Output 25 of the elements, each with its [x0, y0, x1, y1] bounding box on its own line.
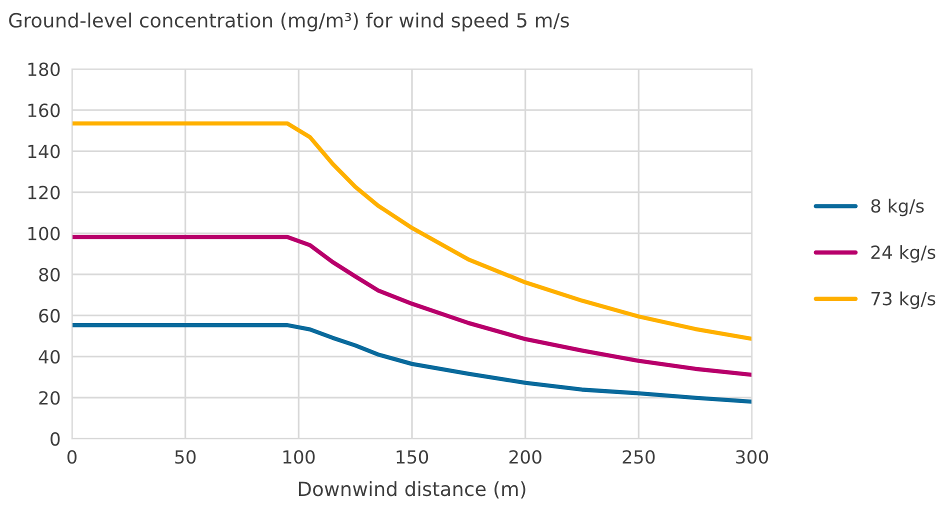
x-tick-label: 250 — [622, 450, 655, 464]
y-tick-label: 180 — [28, 62, 60, 76]
line-series — [72, 121, 752, 341]
x-tick-label: 100 — [283, 450, 315, 464]
y-tick-label: 20 — [39, 391, 60, 405]
line-series — [72, 323, 752, 404]
x-tick-label: 200 — [509, 450, 542, 464]
y-tick-label: 100 — [28, 226, 60, 240]
x-tick-label: 0 — [67, 450, 77, 464]
x-tick-label: 300 — [736, 450, 768, 464]
legend-label: 24 kg/s — [871, 245, 936, 263]
y-tick-label: 140 — [28, 144, 60, 158]
legend-label: 8 kg/s — [871, 198, 924, 216]
x-axis-title: Downwind distance (m) — [298, 481, 526, 499]
legend-label: 73 kg/s — [872, 291, 936, 309]
y-tick-label: 60 — [39, 308, 60, 323]
x-tick-label: 150 — [396, 450, 428, 464]
y-tick-label: 120 — [28, 186, 60, 200]
y-tick-label: 80 — [39, 268, 60, 282]
chart-title: Ground-level concentration (mg/m³) for wind speed 5 m/s — [9, 12, 569, 32]
y-tick-label: 40 — [38, 350, 60, 364]
x-tick-label: 50 — [175, 450, 196, 464]
y-tick-label: 0 — [50, 432, 60, 446]
y-tick-label: 160 — [28, 104, 60, 118]
line-series — [72, 234, 752, 377]
